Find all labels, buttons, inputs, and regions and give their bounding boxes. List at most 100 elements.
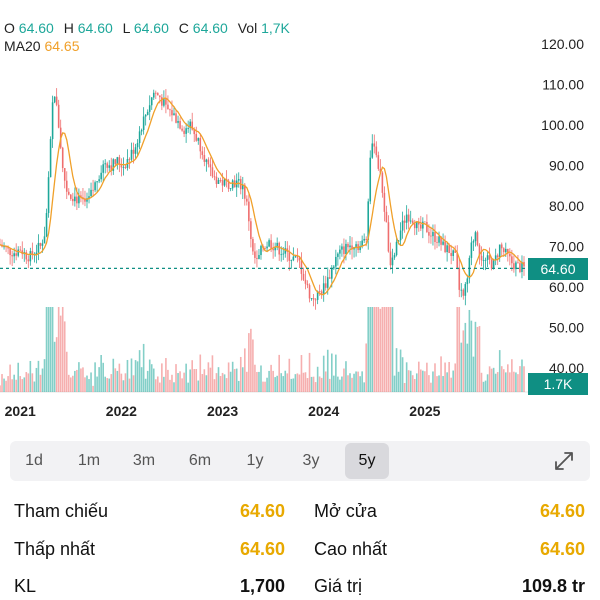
x-axis-labels: 2021 2022 2023 2024 2025 <box>5 403 441 419</box>
candle-body <box>215 176 218 184</box>
volume-bar <box>288 358 291 392</box>
candle-body <box>74 196 76 202</box>
candle-body <box>316 291 319 300</box>
tab-1d[interactable]: 1d <box>25 452 43 469</box>
volume-bar <box>353 373 355 392</box>
volume-bar <box>292 378 295 392</box>
candle-body <box>266 246 268 249</box>
volume-bar <box>181 378 183 392</box>
volume-bar <box>33 381 36 392</box>
volume-bar <box>284 370 287 392</box>
candle-body <box>308 285 311 299</box>
volume-bar <box>363 382 365 392</box>
candle-body <box>492 260 495 269</box>
tab-5y[interactable]: 5y <box>345 443 389 479</box>
volume-bar <box>241 367 244 392</box>
volume-bar <box>199 354 202 392</box>
candle-body <box>35 252 38 255</box>
volume-bar <box>460 342 463 392</box>
expand-icon[interactable] <box>552 449 576 473</box>
candle-body <box>375 146 378 156</box>
price-chart[interactable]: 120.00 110.00 100.00 90.00 80.00 70.00 60.00 50… <box>0 0 600 430</box>
volume-bar <box>482 381 485 392</box>
volume-bar <box>304 372 307 392</box>
open-price-value: 64.60 <box>539 501 585 521</box>
volume-bar <box>472 356 475 392</box>
ma20-line <box>0 97 525 296</box>
candle-body <box>165 99 167 105</box>
candle-body <box>120 164 123 168</box>
tab-3y[interactable]: 3y <box>302 452 320 469</box>
volume-bar <box>223 374 226 392</box>
candle-body <box>507 248 509 254</box>
candle-body <box>122 166 125 168</box>
candle-body <box>179 120 181 129</box>
volume-bar <box>389 307 392 392</box>
x-tick-label: 2024 <box>308 403 339 419</box>
ma-value: 64.65 <box>44 38 80 54</box>
candle-body <box>488 255 491 260</box>
candle-body <box>393 255 396 258</box>
reference-label: Tham chiếu <box>14 501 109 521</box>
candle-body <box>106 163 109 168</box>
candle-body <box>78 195 80 204</box>
volume-bar <box>365 343 367 392</box>
x-tick-label: 2021 <box>5 403 36 419</box>
volume-bar <box>517 374 519 392</box>
candle-body <box>460 289 463 291</box>
volume-bar <box>207 362 210 392</box>
tab-3m[interactable]: 3m <box>132 452 156 469</box>
volume-bar <box>96 376 98 392</box>
candle-body <box>29 251 32 262</box>
volume-bar <box>488 366 491 392</box>
volume-bar <box>177 373 179 392</box>
volume-bar <box>274 377 276 392</box>
candle-body <box>197 138 200 141</box>
candle-body <box>335 256 337 267</box>
candle-body <box>110 165 113 171</box>
candle-body <box>67 191 70 195</box>
candle-body <box>63 168 66 181</box>
volume-bar <box>94 362 96 392</box>
candle-body <box>144 114 147 117</box>
candle-body <box>185 128 187 134</box>
candle-body <box>377 155 380 169</box>
volume-bar <box>74 370 76 392</box>
volume-bar <box>152 368 155 392</box>
candle-body <box>57 104 60 128</box>
volume-bar <box>296 373 299 392</box>
volume-bar <box>320 377 323 392</box>
volume-bar <box>314 382 317 392</box>
volume-bar <box>456 307 459 392</box>
volume-bar <box>375 307 378 392</box>
tab-1y[interactable]: 1y <box>246 452 264 469</box>
candle-body <box>114 159 117 165</box>
candle-body <box>389 251 392 266</box>
candle-body <box>268 240 270 247</box>
candle-body <box>152 92 155 98</box>
volume-bar <box>444 362 446 392</box>
volume-bar <box>11 379 13 392</box>
volume-bar <box>92 385 94 392</box>
volume-bar <box>15 379 17 392</box>
candle-body <box>193 129 196 135</box>
tab-6m[interactable]: 6m <box>188 452 212 469</box>
candle-body <box>462 289 465 296</box>
tab-1m[interactable]: 1m <box>77 452 101 469</box>
volume-bar <box>515 372 517 392</box>
candle-body <box>17 249 20 256</box>
volume-bar <box>104 376 107 392</box>
volume-bar <box>171 374 173 392</box>
candle-body <box>169 109 171 111</box>
candle-body <box>112 159 115 171</box>
volume-bar <box>450 377 452 392</box>
volume-bar <box>211 355 214 392</box>
candle-body <box>500 244 503 249</box>
candle-body <box>157 93 159 96</box>
candle-body <box>310 298 313 299</box>
candle-body <box>183 130 185 134</box>
high-price-value: 64.60 <box>539 539 585 559</box>
candle-body <box>70 194 72 199</box>
candle-body <box>381 172 384 193</box>
candle-body <box>411 220 414 224</box>
